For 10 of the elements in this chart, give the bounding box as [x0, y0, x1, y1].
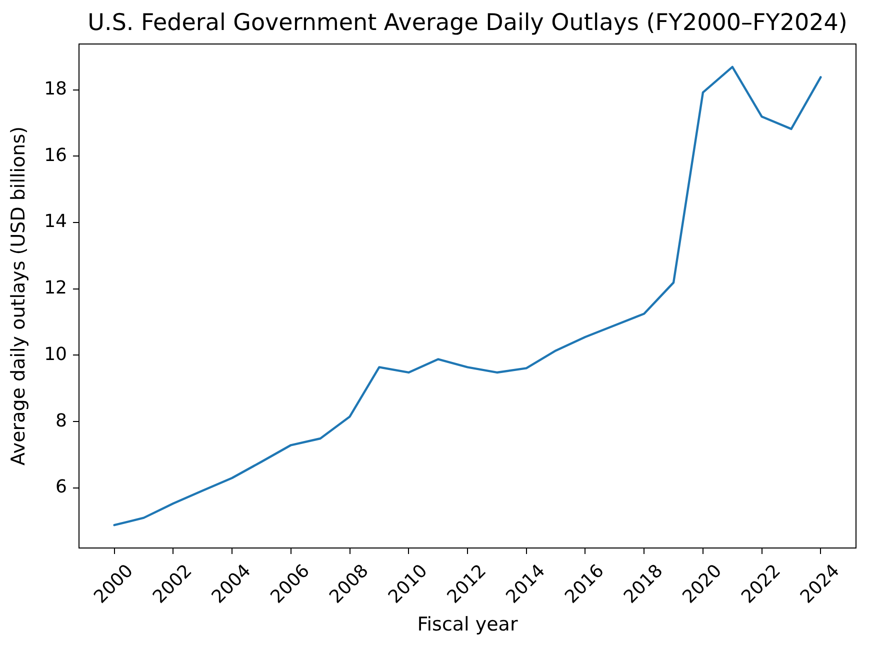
y-tick-label: 12: [44, 278, 67, 299]
y-tick-label: 18: [44, 78, 67, 100]
x-axis-title: Fiscal year: [417, 614, 518, 636]
chart-title: U.S. Federal Government Average Daily Outlays (FY2000–FY2024): [88, 10, 848, 36]
y-tick-label: 8: [56, 410, 67, 432]
y-tick-label: 14: [44, 211, 67, 232]
y-tick-label: 6: [56, 476, 67, 498]
y-tick-label: 10: [44, 344, 67, 365]
y-tick-label: 16: [44, 144, 67, 166]
y-axis-title: Average daily outlays (USD billions): [7, 126, 30, 466]
